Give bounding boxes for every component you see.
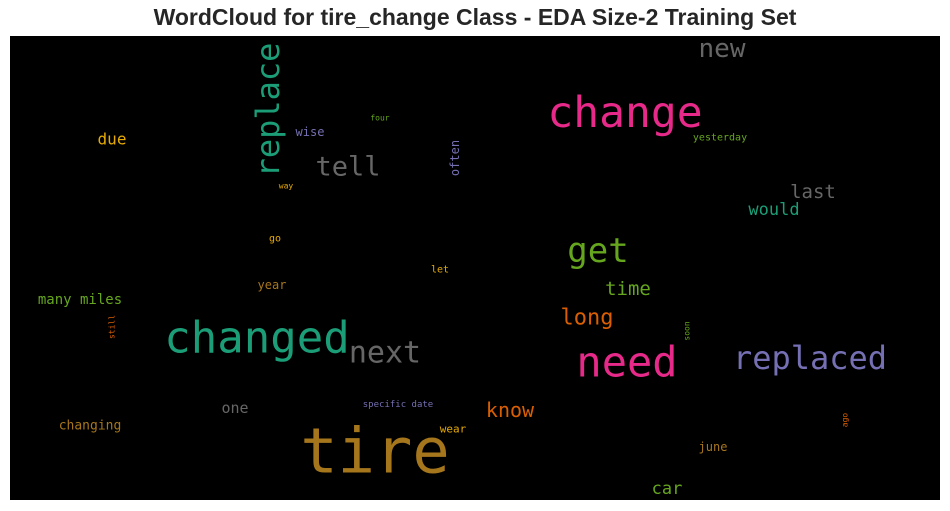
word-way: way (279, 182, 294, 191)
word-change: change (547, 88, 702, 138)
word-new: new (699, 36, 746, 64)
word-tell: tell (315, 152, 380, 183)
word-due: due (98, 130, 127, 149)
word-changed: changed (164, 313, 349, 364)
word-one: one (221, 399, 248, 417)
word-many-miles: many miles (38, 292, 122, 308)
word-wise: wise (296, 125, 325, 139)
word-wear: wear (440, 423, 467, 436)
word-soon: soon (683, 321, 692, 340)
word-get: get (567, 231, 628, 271)
word-next: next (349, 336, 421, 371)
word-tire: tire (300, 415, 449, 488)
word-would: would (748, 200, 799, 220)
wordcloud-panel: tire changed change need replace replaced get n… (10, 36, 940, 500)
word-need: need (576, 338, 677, 387)
wordcloud-svg: tire changed change need replace replaced get n… (38, 36, 887, 499)
word-long: long (561, 306, 614, 331)
word-time: time (605, 278, 651, 300)
word-four: four (370, 114, 389, 123)
chart-title: WordCloud for tire_change Class - EDA Si… (153, 4, 797, 30)
word-year: year (258, 278, 287, 292)
word-specific-date: specific date (363, 400, 433, 410)
word-replaced: replaced (733, 339, 887, 377)
word-still: still (108, 315, 117, 339)
word-ago: ago (841, 413, 850, 428)
word-often: often (448, 140, 462, 176)
word-know: know (486, 398, 535, 422)
word-go: go (269, 234, 281, 245)
word-june: june (699, 440, 728, 454)
word-let: let (431, 265, 449, 276)
word-replace: replace (249, 43, 287, 178)
word-yesterday: yesterday (693, 133, 747, 144)
word-changing: changing (59, 419, 122, 434)
word-car: car (652, 479, 683, 499)
word-last: last (790, 181, 836, 203)
